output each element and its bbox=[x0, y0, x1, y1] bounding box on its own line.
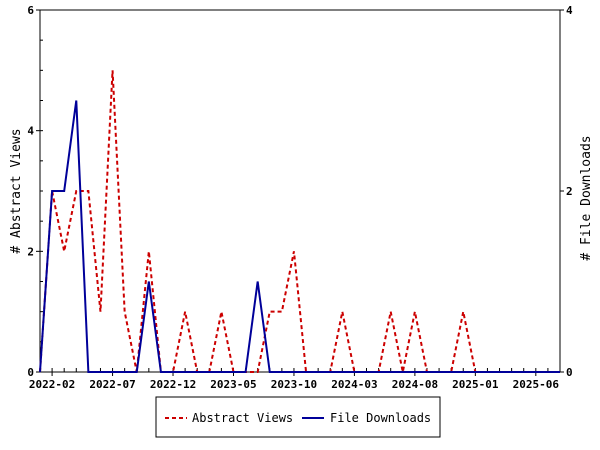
x-tick-label: 2023-05 bbox=[210, 378, 256, 391]
x-axis: 2022-02 2022-07 2022-12 2023-05 2023-10 2024-… bbox=[29, 368, 561, 391]
x-tick-label: 2023-10 bbox=[271, 378, 317, 391]
x-tick-label: 2022-12 bbox=[150, 378, 196, 391]
x-tick-label: 2024-03 bbox=[331, 378, 377, 391]
legend: Abstract Views File Downloads bbox=[155, 396, 441, 438]
y-axis-title-right: # File Downloads bbox=[579, 135, 594, 260]
left-tick-label: 4 bbox=[27, 125, 34, 138]
x-tick-label: 2022-02 bbox=[29, 378, 75, 391]
right-axis: 0 2 4 bbox=[560, 4, 573, 379]
y-axis-title-left: # Abstract Views bbox=[9, 128, 24, 253]
legend-label-file-downloads: File Downloads bbox=[330, 411, 431, 425]
left-tick-label: 2 bbox=[27, 245, 34, 258]
right-tick-label: 0 bbox=[566, 366, 573, 379]
x-tick-label: 2022-07 bbox=[89, 378, 135, 391]
series-layer bbox=[39, 70, 560, 373]
x-tick-label: 2024-08 bbox=[392, 378, 438, 391]
left-tick-label: 0 bbox=[27, 366, 34, 379]
right-tick-label: 4 bbox=[566, 4, 573, 17]
series-line-file-downloads bbox=[39, 100, 560, 373]
legend-label-abstract-views: Abstract Views bbox=[192, 411, 293, 425]
legend-box bbox=[155, 396, 441, 438]
x-tick-label: 2025-06 bbox=[513, 378, 560, 391]
series-line-abstract-views bbox=[39, 70, 560, 373]
x-tick-label: 2025-01 bbox=[452, 378, 499, 391]
right-tick-label: 2 bbox=[566, 185, 573, 198]
left-tick-label: 6 bbox=[27, 4, 34, 17]
